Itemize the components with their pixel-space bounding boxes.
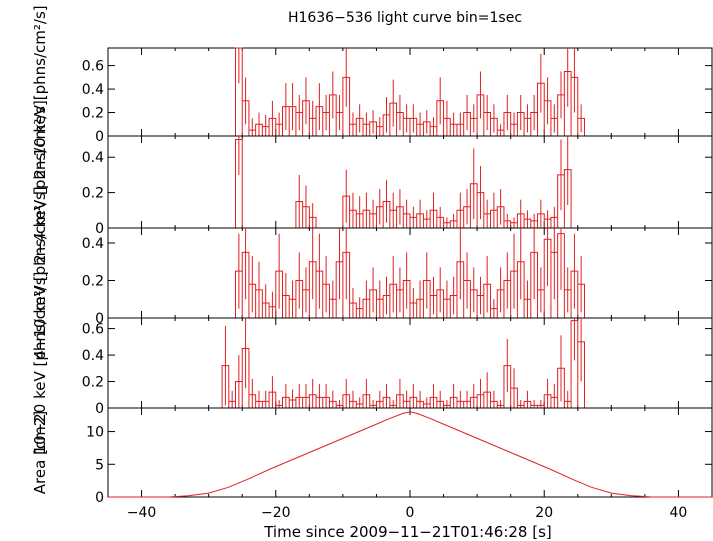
- x-tick-label: 20: [535, 505, 553, 521]
- light-curve-step: [108, 139, 712, 229]
- y-tick-label: 0.6: [82, 59, 104, 75]
- x-axis-label: Time since 2009−11−21T01:46:28 [s]: [263, 523, 552, 541]
- panel-effective-area: 0 5 10 Area [cm2]: [31, 407, 713, 506]
- panel-frame: [107, 407, 713, 498]
- x-tick-label: 0: [406, 505, 415, 521]
- y-tick-label: 0.2: [82, 375, 104, 391]
- panel-frame: [107, 317, 713, 409]
- y-tick-label: 0: [95, 490, 104, 506]
- y-tick-label: 0: [95, 221, 104, 237]
- y-tick-label: 0.2: [82, 186, 104, 202]
- y-tick-label: 0: [95, 401, 104, 417]
- x-tick-labels: −40 −20 0 20 40: [127, 505, 688, 521]
- y-tick-label: 0.4: [82, 236, 104, 252]
- light-curve-step: [108, 47, 712, 137]
- y-axis-label: 4−10 keV [phns/cm²/s]: [31, 186, 49, 359]
- y-axis-label: 10−20 keV [phns/cm²/s]: [31, 272, 49, 455]
- light-curve-step: [108, 233, 712, 319]
- y-tick-label: 0.2: [82, 106, 104, 122]
- y-tick-label: 10: [86, 425, 104, 441]
- y-tick-label: 5: [95, 457, 104, 473]
- light-curve-step: [108, 320, 712, 409]
- y-axis-label: 2−10 keV [phns/cm²/s]: [31, 5, 49, 178]
- y-tick-label: 0.4: [82, 82, 104, 98]
- y-tick-label: 0.4: [82, 348, 104, 364]
- x-tick-label: −20: [261, 505, 291, 521]
- effective-area-curve: [108, 411, 712, 498]
- y-axis-label: 2−4 keV [phns/cm²/s]: [31, 100, 49, 264]
- y-tick-label: 0: [95, 311, 104, 327]
- y-tick-label: 0.4: [82, 150, 104, 166]
- panel-4-10kev: 0 0.2 0.4 4−10 keV [phns/cm²/s]: [31, 186, 713, 360]
- chart-title: H1636−536 light curve bin=1sec: [288, 10, 522, 26]
- panel-2-10kev: 0 0.2 0.4 0.6 2−10 keV [phns/cm²/s]: [31, 5, 713, 179]
- panel-10-20kev: 0 0.2 0.4 0.6 10−20 keV [phns/cm²/s]: [31, 272, 713, 455]
- y-axis-label: Area [cm2]: [31, 411, 49, 494]
- x-tick-label: 40: [670, 505, 688, 521]
- panel-2-4kev: 0 0.2 0.4 2−4 keV [phns/cm²/s]: [31, 100, 713, 264]
- y-tick-label: 0: [95, 129, 104, 145]
- y-tick-label: 0.2: [82, 274, 104, 290]
- y-tick-label: 0.6: [82, 322, 104, 338]
- x-tick-label: −40: [127, 505, 157, 521]
